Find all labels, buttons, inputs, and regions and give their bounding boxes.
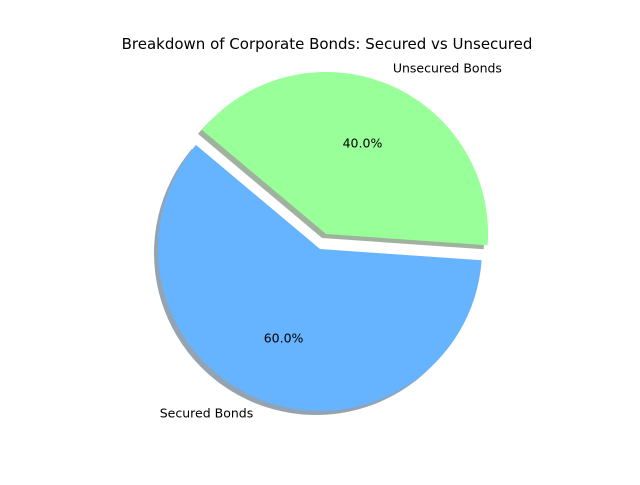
slice-percent-label-unsecured-bonds: 40.0% [343, 135, 383, 150]
slice-category-label-secured-bonds: Secured Bonds [160, 406, 253, 421]
pie-labels: 60.0% Secured Bonds 40.0% Unsecured Bonds [160, 60, 502, 420]
chart-title: Breakdown of Corporate Bonds: Secured vs… [122, 35, 533, 53]
pie-slice-secured-bonds [158, 144, 482, 411]
pie-slices [158, 71, 489, 411]
slice-category-label-unsecured-bonds: Unsecured Bonds [393, 60, 502, 75]
slice-percent-label-secured-bonds: 60.0% [264, 331, 304, 346]
pie-slice-unsecured-bonds [201, 71, 489, 246]
